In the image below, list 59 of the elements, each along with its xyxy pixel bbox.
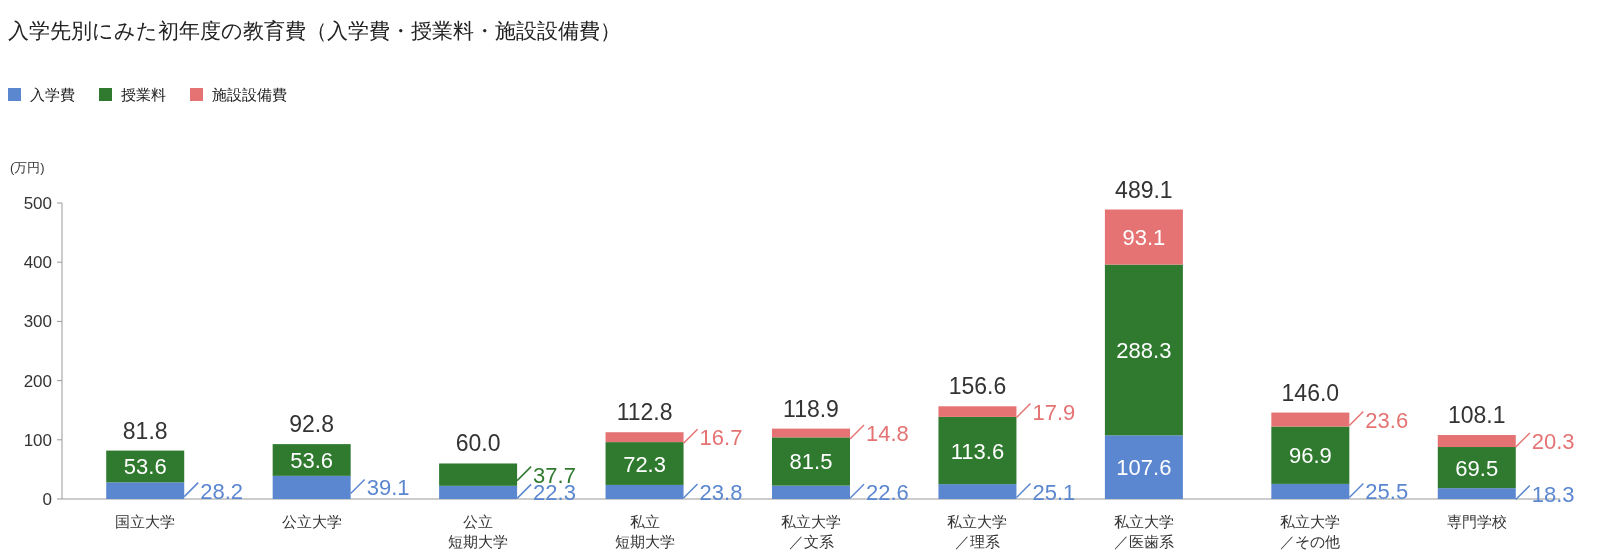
data-label: 20.3	[1531, 429, 1575, 455]
y-tick-label: 300	[23, 312, 52, 332]
bar	[772, 437, 850, 486]
legend-label: 施設設備費	[212, 86, 287, 103]
data-label: 53.6	[290, 447, 334, 473]
legend-label: 入学費	[30, 86, 75, 103]
bar	[1104, 435, 1183, 499]
data-label: 22.6	[866, 480, 909, 506]
chart-title: 入学先別にみた初年度の教育費（入学費・授業料・施設設備費）	[8, 19, 621, 42]
bar	[1104, 264, 1183, 436]
y-axis-title: (万円)	[10, 160, 45, 175]
data-label: 113.6	[950, 438, 1005, 464]
data-label: 72.3	[623, 451, 666, 477]
x-tick-label: 私立短期大学	[614, 513, 675, 550]
x-tick-label: 私立大学／理系	[947, 513, 1008, 550]
data-label: 53.6	[123, 454, 167, 480]
x-tick-label: 私立大学／文系	[781, 513, 841, 550]
data-label: 93.1	[1122, 225, 1166, 251]
total-label: 118.9	[783, 395, 839, 422]
total-label: 146.0	[1281, 379, 1340, 406]
x-tick-label: 国立大学	[115, 513, 176, 530]
data-label: 28.2	[200, 478, 244, 504]
data-label: 25.5	[1365, 479, 1409, 505]
bar	[1271, 426, 1350, 484]
data-label: 18.3	[1531, 481, 1575, 507]
data-label: 14.8	[866, 420, 909, 446]
total-label: 92.8	[289, 411, 335, 438]
legend-label: 授業料	[121, 86, 166, 103]
data-label: 81.5	[789, 449, 833, 475]
data-label: 96.9	[1288, 443, 1332, 469]
x-tick-label: 私立大学／その他	[1280, 513, 1341, 550]
y-tick-label: 100	[23, 430, 52, 450]
data-label: 107.6	[1116, 455, 1172, 481]
data-label: 23.6	[1365, 407, 1409, 433]
data-label: 25.1	[1032, 479, 1076, 505]
data-label: 16.7	[699, 425, 743, 451]
y-tick-label: 400	[23, 253, 52, 273]
x-tick-label: 公立短期大学	[448, 513, 509, 550]
bar	[605, 442, 684, 485]
data-label: 288.3	[1116, 337, 1172, 363]
bar	[1104, 209, 1183, 265]
y-tick-label: 0	[42, 490, 52, 509]
x-tick-label: 公立大学	[281, 513, 342, 530]
data-label: 39.1	[366, 475, 410, 501]
bar	[938, 416, 1017, 485]
total-label: 156.6	[948, 373, 1007, 400]
y-tick-label: 500	[23, 194, 52, 213]
total-label: 489.1	[1115, 176, 1173, 203]
total-label: 108.1	[1448, 402, 1506, 428]
total-label: 60.0	[455, 430, 501, 457]
x-tick-label: 私立大学／医歯系	[1113, 513, 1174, 550]
data-label: 23.8	[699, 479, 743, 505]
x-tick-label: 専門学校	[1446, 513, 1507, 530]
data-label: 69.5	[1455, 455, 1499, 481]
total-label: 112.8	[616, 399, 673, 426]
data-label: 17.9	[1032, 399, 1076, 425]
y-tick-label: 200	[23, 371, 52, 391]
total-label: 81.8	[122, 417, 168, 444]
bar	[1437, 447, 1516, 489]
